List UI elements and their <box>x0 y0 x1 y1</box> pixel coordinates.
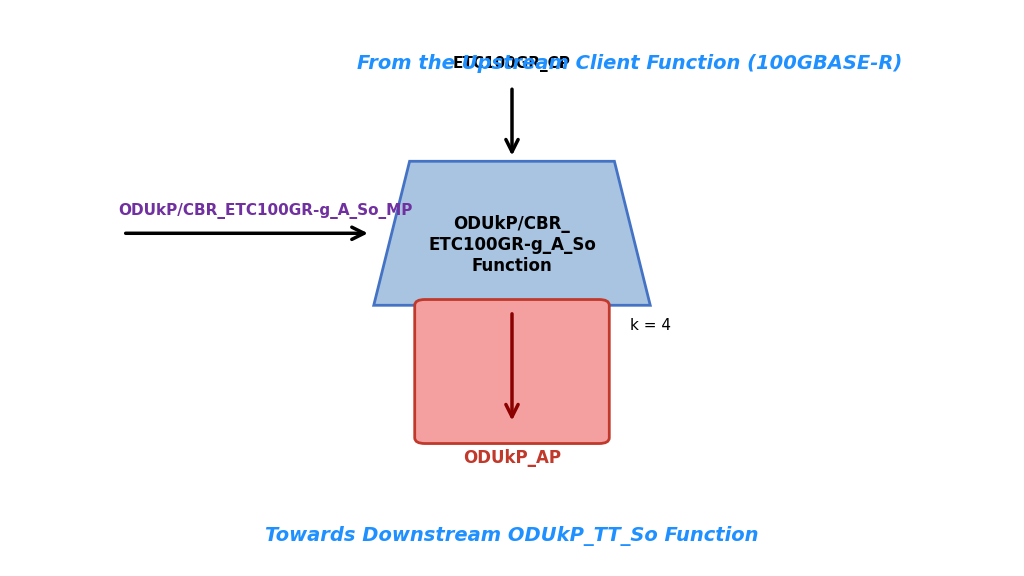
Text: ODUkP/CBR_ETC100GR-g_A_So_MP: ODUkP/CBR_ETC100GR-g_A_So_MP <box>118 203 412 219</box>
Polygon shape <box>374 161 650 305</box>
FancyBboxPatch shape <box>415 300 609 444</box>
Text: ODUkP/CBR_
ETC100GR-g_A_So
Function: ODUkP/CBR_ ETC100GR-g_A_So Function <box>428 215 596 275</box>
Text: Towards Downstream ODUkP_TT_So Function: Towards Downstream ODUkP_TT_So Function <box>265 526 759 545</box>
Text: k = 4: k = 4 <box>630 318 671 333</box>
Text: From the Upstream Client Function (100GBASE-R): From the Upstream Client Function (100GB… <box>357 54 902 73</box>
Text: ETC100GR_CP: ETC100GR_CP <box>453 56 571 72</box>
Text: ODUkP_AP: ODUkP_AP <box>463 449 561 467</box>
